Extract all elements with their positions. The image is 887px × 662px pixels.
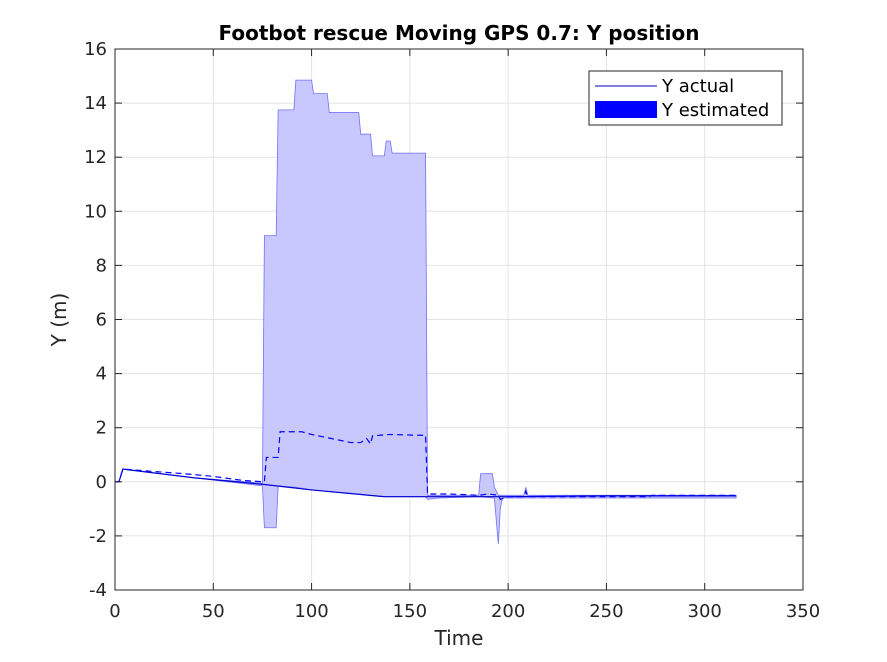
legend-swatch-estimated [595,101,657,118]
series-layer [115,431,737,501]
y-tick-label: -2 [89,526,107,547]
x-tick-label: 350 [786,601,820,622]
x-tick-label: 100 [294,601,328,622]
y-tick-label: 12 [84,147,107,168]
x-tick-label: 250 [589,601,623,622]
x-axis-label: Time [434,626,484,650]
y-tick-label: 6 [96,310,107,331]
y-tick-label: -4 [89,580,107,601]
y-tick-label: 2 [96,418,107,439]
y-tick-label: 10 [84,201,107,222]
y-axis-label: Y (m) [47,293,71,348]
legend-label-estimated: Y estimated [661,100,769,121]
legend: Y actual Y estimated [588,70,783,126]
x-tick-label: 50 [202,601,225,622]
series-line-actual [115,468,737,498]
y-tick-label: 14 [84,93,107,114]
y-tick-label: 4 [96,364,107,385]
x-tick-label: 200 [491,601,525,622]
axes [114,48,804,591]
y-tick-label: 8 [96,255,107,276]
chart-title: Footbot rescue Moving GPS 0.7: Y positio… [219,21,700,45]
legend-label-actual: Y actual [661,76,734,97]
x-tick-label: 300 [688,601,722,622]
tick-labels: 0 50 100 150 200 250 300 350 -4 -2 0 2 4 6 8 10 12 14 16 [84,39,820,622]
y-tick-label: 16 [84,39,107,60]
series-line-estimated [115,431,737,501]
y-tick-label: 0 [96,472,107,493]
x-tick-label: 150 [393,601,427,622]
x-tick-label: 0 [109,601,120,622]
